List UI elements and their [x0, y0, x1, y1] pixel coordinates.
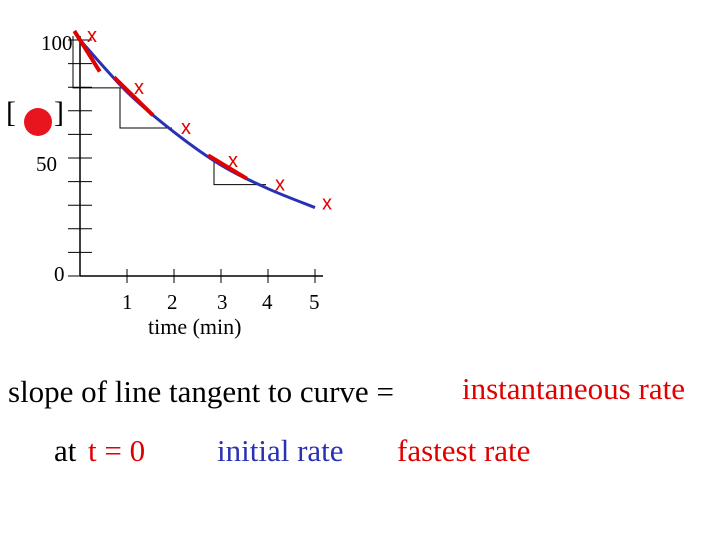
tangent-line	[72, 29, 102, 73]
x-tick-label-5: 5	[309, 290, 320, 314]
data-point-marker: x	[275, 174, 285, 196]
data-point-marker: x	[228, 150, 238, 172]
caption-line2-at: at	[54, 433, 77, 468]
y-tick-label-0: 0	[54, 262, 65, 286]
data-point-marker: x	[134, 77, 144, 99]
chart-axes	[68, 36, 323, 283]
data-point-marker: x	[322, 193, 332, 215]
slope-triangle	[72, 36, 125, 89]
tangent-segments	[72, 29, 248, 181]
y-tick-label-100: 100	[41, 31, 73, 55]
x-tick-label-2: 2	[167, 290, 178, 314]
data-markers: x x x x x x	[87, 25, 332, 215]
caption-line2-fastest-rate: fastest rate	[397, 433, 531, 468]
caption-line1-prefix: slope of line tangent to curve =	[8, 374, 394, 409]
caption-line1-highlight: instantaneous rate	[462, 371, 685, 406]
y-label-bracket-right: ]	[54, 96, 64, 129]
y-tick-label-50: 50	[36, 152, 57, 176]
y-label-bracket-left: [	[6, 96, 16, 129]
caption-line2-t-equals-0: t = 0	[88, 433, 146, 468]
caption-line2-initial-rate: initial rate	[217, 433, 344, 468]
x-tick-label-3: 3	[217, 290, 228, 314]
x-tick-label-1: 1	[122, 290, 133, 314]
x-tick-label-4: 4	[262, 290, 273, 314]
data-point-marker: x	[181, 117, 191, 139]
data-point-marker: x	[87, 25, 97, 47]
slope-triangles	[72, 36, 266, 186]
tangent-line	[112, 75, 155, 117]
tangent-line	[207, 153, 248, 181]
slope-triangle	[119, 87, 172, 129]
slope-triangle	[213, 161, 266, 186]
x-axis-label: time (min)	[148, 314, 242, 339]
reactant-icon	[24, 108, 52, 136]
